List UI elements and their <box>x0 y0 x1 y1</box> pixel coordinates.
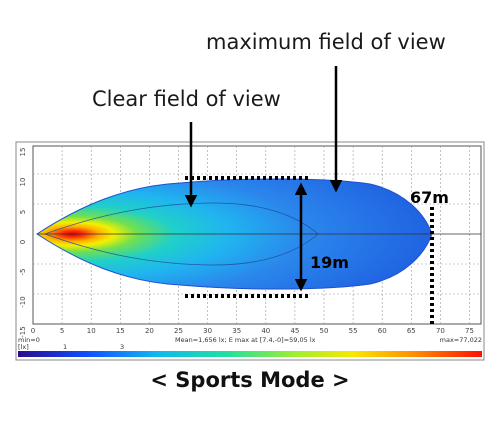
y-tick-label: -5 <box>19 269 27 276</box>
y-tick-label: 10 <box>19 178 27 187</box>
x-tick-labels: 0 5 10 15 20 25 30 35 40 45 50 55 60 65 70 75 <box>31 327 474 335</box>
y-tick-labels: 15 10 5 0 -5 -10 -15 <box>19 148 27 338</box>
x-tick-label: 50 <box>320 327 329 335</box>
y-tick-label: -15 <box>19 326 27 337</box>
clear-fov-label: Clear field of view <box>92 87 281 111</box>
maximum-fov-label: maximum field of view <box>206 30 446 54</box>
scale-label-3: 3 <box>120 343 124 351</box>
unit-label: [lx] <box>18 343 29 351</box>
width-label: 19m <box>310 253 349 272</box>
distance-label: 67m <box>410 188 449 207</box>
y-tick-label: 15 <box>19 148 27 157</box>
color-scale-bar <box>18 351 482 357</box>
max-label: max=77,022 <box>440 336 482 344</box>
x-tick-label: 55 <box>349 327 358 335</box>
x-tick-label: 25 <box>174 327 183 335</box>
y-tick-label: 0 <box>19 240 27 244</box>
x-tick-label: 5 <box>60 327 64 335</box>
x-tick-label: 40 <box>261 327 270 335</box>
caption: < Sports Mode > <box>150 368 350 392</box>
x-tick-label: 75 <box>465 327 474 335</box>
x-tick-label: 60 <box>378 327 387 335</box>
y-tick-label: 5 <box>19 210 27 214</box>
scale-label-1: 1 <box>63 343 67 351</box>
x-tick-label: 65 <box>407 327 416 335</box>
x-tick-label: 35 <box>232 327 241 335</box>
x-tick-label: 15 <box>116 327 125 335</box>
x-tick-label: 10 <box>87 327 96 335</box>
y-tick-label: -10 <box>19 296 27 307</box>
x-tick-label: 0 <box>31 327 35 335</box>
min-label: min=0 <box>18 336 40 344</box>
x-tick-label: 20 <box>145 327 154 335</box>
x-tick-label: 30 <box>203 327 212 335</box>
x-tick-label: 45 <box>290 327 299 335</box>
stats-text: Mean=1,656 lx; E max at [7.4,-0]=59,05 l… <box>175 336 316 344</box>
x-tick-label: 70 <box>436 327 445 335</box>
